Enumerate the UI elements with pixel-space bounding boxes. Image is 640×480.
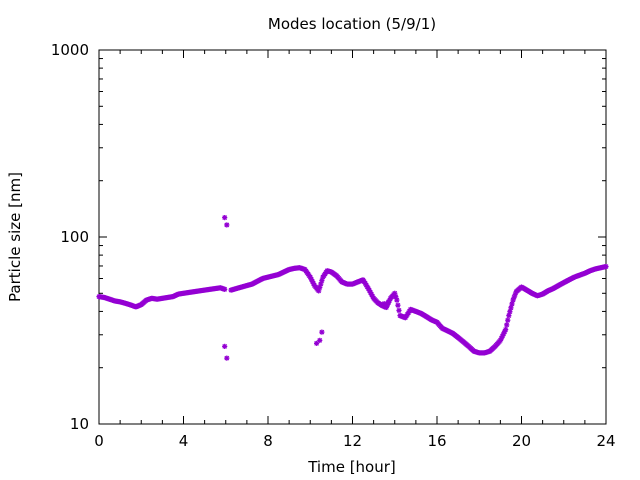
axes: 0 4 8 12 16 20 24 10 100 1000: [51, 41, 616, 450]
data-point: [505, 317, 511, 323]
chart-title: Modes location (5/9/1): [268, 15, 436, 33]
x-tick-label: 12: [343, 432, 362, 450]
data-point: [224, 222, 230, 228]
data-point: [395, 302, 401, 308]
data-point: [381, 301, 387, 307]
y-axis-label: Particle size [nm]: [6, 172, 24, 302]
x-axis-label: Time [hour]: [307, 458, 396, 476]
data-point: [319, 329, 325, 335]
data-point: [317, 337, 323, 343]
data-point: [222, 343, 228, 349]
data-point: [509, 301, 515, 307]
y-tick-label: 1000: [51, 41, 89, 59]
data-point: [507, 309, 513, 315]
data-point: [506, 312, 512, 319]
data-point: [222, 214, 228, 221]
y-tick-label: 10: [70, 415, 89, 433]
data-point: [385, 299, 392, 305]
data-point: [222, 286, 228, 292]
data-point: [319, 277, 325, 284]
x-tick-label: 24: [596, 432, 615, 450]
data-point: [224, 355, 230, 361]
data-point: [504, 322, 510, 328]
x-tick-label: 8: [263, 432, 273, 450]
y-tick-label: 100: [60, 228, 89, 246]
data-point: [393, 294, 399, 300]
data-point: [603, 263, 609, 270]
x-tick-label: 4: [179, 432, 189, 450]
x-tick-label: 20: [512, 432, 531, 450]
data-point: [394, 297, 400, 303]
data-points: [96, 214, 609, 361]
data-point: [508, 305, 514, 311]
data-point: [396, 307, 402, 314]
plot-frame: [98, 49, 607, 425]
x-tick-label: 0: [94, 432, 104, 450]
x-tick-label: 16: [427, 432, 446, 450]
data-point: [503, 326, 509, 333]
